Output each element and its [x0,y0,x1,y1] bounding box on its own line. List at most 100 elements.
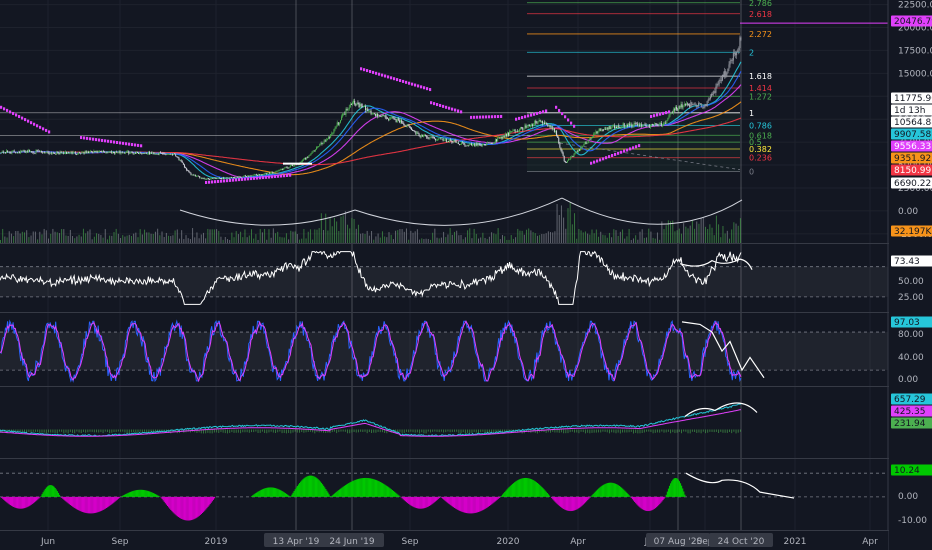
candle-body [452,142,454,144]
price-scale[interactable]: 22500.0020000.0017500.0015000.0012500.00… [889,0,932,550]
candle-body [618,125,620,128]
momentum-bar [631,496,634,500]
macd-histogram-bar [305,429,307,433]
candle-body [219,178,221,179]
volume-bar [635,235,637,243]
candle-body [386,117,388,119]
volume-bar [414,231,416,243]
rsi-pane[interactable] [0,250,888,305]
volume-bar [34,231,36,243]
macd-histogram-bar [460,429,462,434]
volume-bar [381,231,383,243]
macd-histogram-bar [582,429,584,433]
momentum-bar [485,496,487,509]
volume-bar [137,237,139,243]
macd-histogram-bar [336,429,338,434]
candle-body [374,113,376,116]
momentum-bar [443,496,445,500]
time-axis[interactable]: Jun Sep 2019 13 Apr '19 24 Jun '19 Sep 2020 Apr… [0,531,888,550]
volume-bar [222,239,224,243]
macd-value-tag: 425.35 [894,407,926,417]
momentum-bar [99,496,101,512]
volume-bar [52,228,54,243]
macd-histogram-bar [13,429,15,433]
candle-body [44,152,46,154]
macd-histogram-bar [674,429,676,434]
main-price-pane[interactable]: 2.7862.6182.27221.6181.4141.27210.7860.6… [0,0,888,243]
candle-body [696,106,698,108]
momentum-bar [277,488,279,497]
sar-dot [542,110,545,114]
volume-bar [76,236,78,243]
sar-dot [411,82,414,86]
candle-body [317,146,319,148]
momentum-bar [275,488,277,497]
candle-body [424,134,426,136]
stochastic-pane[interactable] [0,319,888,383]
candle-body [541,121,543,124]
volume-bar [390,234,392,243]
candle-body [290,165,292,166]
sar-dot [80,136,83,140]
candle-body [534,120,536,125]
candle-body [94,150,96,153]
macd-histogram-bar [615,429,617,434]
momentum-bar [139,489,141,497]
candle-body [672,109,674,113]
candle-body [15,152,17,154]
momentum-bar [84,496,86,513]
volume-bar [571,224,573,243]
macd-histogram-bar [462,429,464,433]
volume-bar [93,236,95,243]
momentum-bar [407,496,409,504]
macd-pane[interactable] [0,402,758,437]
volume-bar [366,230,368,243]
sar-dot [289,173,292,177]
momentum-bar [602,485,604,497]
macd-histogram-bar [567,429,569,434]
momentum-bar [544,490,546,497]
momentum-bar [487,496,490,507]
candle-body [703,106,705,108]
candle-body [34,152,36,154]
momentum-bar [270,487,272,497]
momentum-bar [408,496,410,504]
candle-body [656,123,658,126]
momentum-pane[interactable] [0,472,888,521]
candle-body [389,118,391,120]
volume-bar [371,230,373,243]
momentum-bar [505,490,507,497]
candle-body [205,178,207,180]
macd-histogram-bar [482,429,484,432]
momentum-bar [299,483,301,497]
candle-body [643,124,645,126]
candle-body [451,141,453,143]
macd-histogram-bar [598,429,600,433]
price-tag: 9351.92 [894,154,931,164]
candle-body [363,105,365,107]
volume-bar [556,204,558,243]
candle-body [637,124,639,126]
candle-body [140,152,142,154]
volume-bar [412,232,414,243]
candle-body [403,123,405,126]
momentum-bar [521,478,523,497]
macd-histogram-bar [683,429,685,432]
macd-histogram-bar [209,429,211,434]
candle-body [333,129,335,133]
volume-bar [194,237,196,243]
sar-dot [564,115,567,119]
volume-bar [731,229,733,243]
momentum-bar [151,492,153,497]
momentum-bar [176,496,178,517]
sar-dot [650,114,653,118]
momentum-bar [470,496,472,514]
rsi-line [0,250,742,305]
momentum-bar [468,496,470,514]
macd-histogram-bar [294,429,296,432]
momentum-bar [558,496,560,506]
volume-bar [275,233,277,243]
candle-body [178,157,180,161]
candle-body [384,115,386,118]
